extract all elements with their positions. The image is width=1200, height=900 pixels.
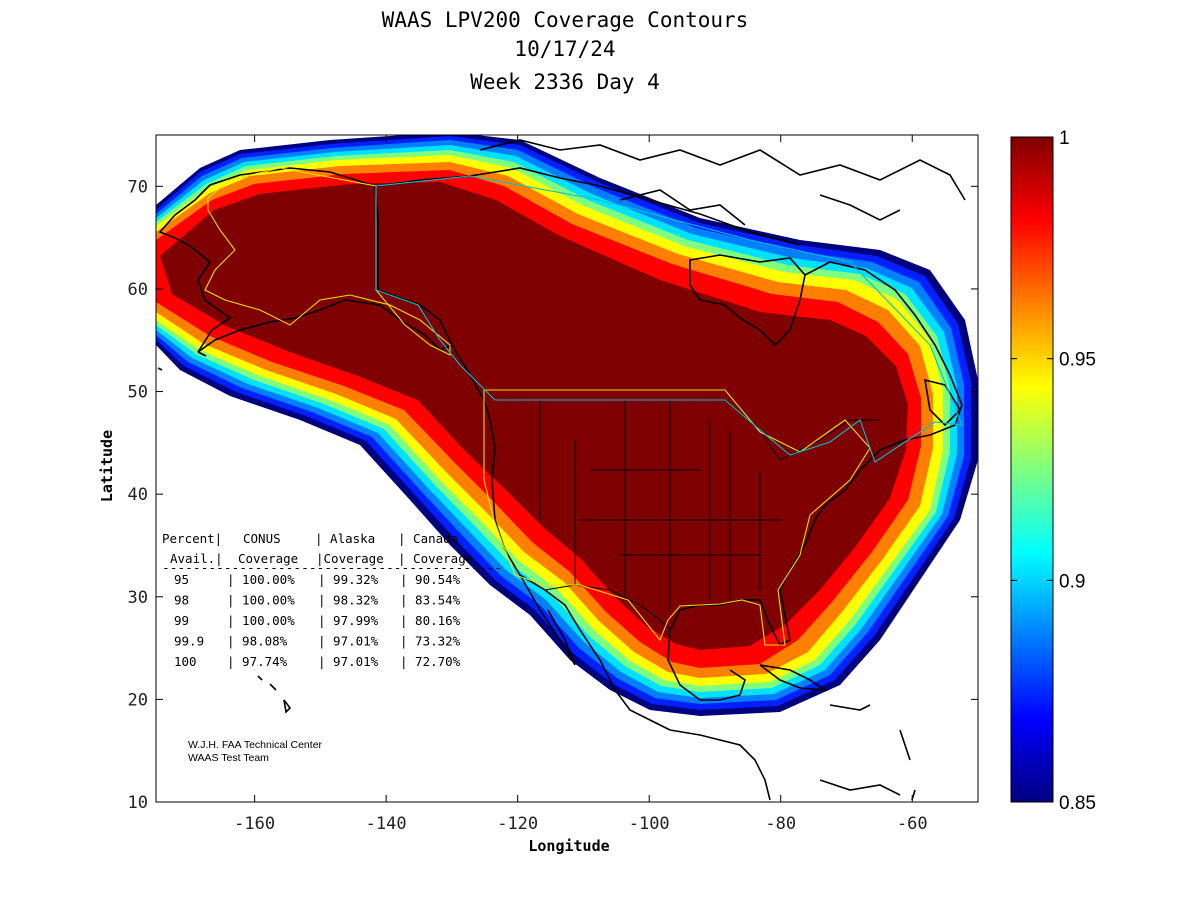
table-separator: ----------------------------------------… (162, 560, 502, 575)
table-header-canada: | Canada (398, 531, 458, 546)
colorbar-tick-label: 0.95 (1059, 350, 1096, 371)
title-line-1: WAAS LPV200 Coverage Contours (382, 8, 749, 32)
y-tick-label: 30 (128, 588, 148, 608)
y-tick-label: 40 (128, 485, 148, 505)
coastline-us-west (491, 447, 671, 731)
x-tick-label: -60 (897, 814, 928, 834)
title-line-2: 10/17/24 (514, 37, 615, 61)
x-tick-label: -100 (629, 814, 670, 834)
table-cell-alaska: | 97.01% (318, 654, 379, 669)
coastline-alaska (158, 167, 454, 353)
x-tick-label: -140 (366, 814, 407, 834)
table-cell-alaska: | 99.32% (318, 572, 379, 587)
colorbar-gradient (1010, 136, 1054, 803)
coastline-hudson-bay (689, 254, 806, 347)
colorbar: 0.85 0.9 0.95 1 (1010, 128, 1096, 814)
table-cell-alaska: | 98.32% (318, 593, 379, 608)
title-line-3: Week 2336 Day 4 (470, 70, 660, 94)
table-header2-avail: Avail.| (170, 551, 223, 566)
x-axis-label: Longitude (528, 837, 609, 855)
y-axis-label: Latitude (98, 430, 116, 502)
colorbar-tick-label: 0.9 (1059, 571, 1085, 592)
table-cell-conus: | 98.08% (227, 634, 288, 649)
coastline-labrador (804, 261, 963, 441)
coastline-arctic-islands (479, 139, 966, 226)
colorbar-tick-label: 1 (1059, 128, 1070, 149)
y-tick-label: 50 (128, 383, 148, 403)
table-cell-conus: | 97.74% (227, 654, 288, 669)
table-header-percent: Percent| (162, 531, 222, 546)
table-cell-percent: 99 (174, 613, 189, 628)
coastline-arctic (377, 167, 801, 246)
table-cell-conus: | 100.00% (227, 613, 295, 628)
table-header2-canada: | Coverage (398, 551, 473, 566)
table-header-alaska: | Alaska (315, 531, 375, 546)
table-cell-percent: 99.9 (174, 634, 204, 649)
availability-table: Percent| CONUS | Alaska | Canada Avail.|… (162, 531, 502, 669)
table-cell-percent: 98 (174, 593, 189, 608)
coastline-south-america (819, 779, 901, 796)
table-cell-alaska: | 97.99% (318, 613, 379, 628)
table-cell-percent: 95 (174, 572, 189, 587)
table-cell-alaska: | 97.01% (318, 634, 379, 649)
x-tick-label: -160 (234, 814, 275, 834)
colorbar-tick-label: 0.85 (1059, 793, 1096, 814)
table-cell-canada: | 80.16% (400, 613, 461, 628)
table-cell-conus: | 100.00% (227, 572, 295, 587)
table-header2-conus: Coverage (238, 551, 298, 566)
y-tick-label: 10 (128, 793, 148, 813)
credit-line-1: W.J.H. FAA Technical Center (188, 739, 323, 751)
service-area-boundaries (204, 167, 963, 646)
table-header2-alaska: |Coverage (316, 551, 384, 566)
credit: W.J.H. FAA Technical Center WAAS Test Te… (188, 739, 323, 764)
x-tick-label: -80 (765, 814, 796, 834)
table-cell-canada: | 83.54% (400, 593, 461, 608)
coastline-us-east (667, 439, 906, 701)
x-axis: -160 -140 -120 -100 -80 -60 (234, 135, 928, 834)
plot-frame (155, 134, 979, 803)
coastline-aleutians (157, 351, 207, 371)
coastline-cuba (759, 664, 829, 692)
table-cell-percent: 100 (174, 654, 197, 669)
contour-band-1.0 (160, 182, 908, 650)
conus-service-boundary (483, 389, 871, 646)
y-tick-label: 70 (128, 177, 148, 197)
coastline-central-america (669, 729, 771, 801)
coastlines (157, 139, 966, 801)
coastline-newfoundland (924, 378, 962, 427)
x-tick-label: -120 (497, 814, 538, 834)
table-cell-canada: | 90.54% (400, 572, 461, 587)
colorbar-ticks: 0.85 0.9 0.95 1 (1011, 128, 1096, 814)
coastline-hawaii (257, 675, 292, 714)
table-cell-conus: | 100.00% (227, 593, 295, 608)
table-cell-canada: | 72.70% (400, 654, 461, 669)
y-tick-label: 20 (128, 690, 148, 710)
coastline-baja (519, 574, 576, 666)
table-header-conus: CONUS (243, 531, 281, 546)
y-axis: 10 20 30 40 50 60 70 (128, 177, 978, 813)
canada-service-boundary (375, 175, 963, 463)
table-cell-canada: | 73.32% (400, 634, 461, 649)
credit-line-2: WAAS Test Team (188, 752, 269, 764)
y-tick-label: 60 (128, 280, 148, 300)
coverage-contours: Percent| CONUS | Alaska | Canada Avail.|… (156, 135, 978, 801)
interior-lines (539, 400, 780, 610)
table-rows: 95 | 100.00% | 99.32% | 90.54% 98 | 100.00% | … (174, 572, 461, 669)
chart-title: WAAS LPV200 Coverage Contours 10/17/24 W… (382, 8, 749, 94)
